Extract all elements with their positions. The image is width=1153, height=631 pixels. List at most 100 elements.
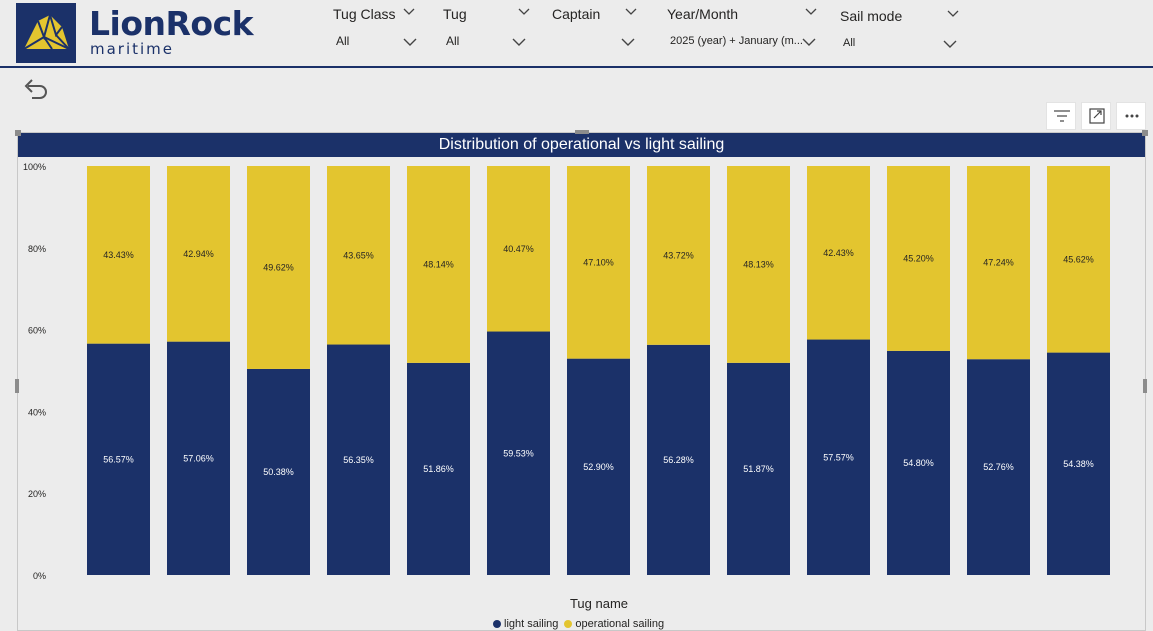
brand-subtitle: maritime xyxy=(90,40,175,58)
bar-light-sailing[interactable] xyxy=(247,368,310,575)
bar-operational-sailing[interactable] xyxy=(487,166,550,332)
slicer-title: Sail mode xyxy=(840,8,903,24)
bar-operational-sailing[interactable] xyxy=(807,166,870,340)
resize-handle[interactable] xyxy=(1143,379,1147,393)
resize-handle[interactable] xyxy=(1142,130,1148,136)
y-tick-label: 80% xyxy=(28,244,46,254)
chevron-down-icon[interactable] xyxy=(625,8,637,16)
slicer-sail-mode[interactable]: Sail mode All xyxy=(840,0,965,62)
bar-operational-sailing[interactable] xyxy=(87,166,150,344)
bar-light-sailing[interactable] xyxy=(327,344,390,575)
bar-light-sailing[interactable] xyxy=(1047,352,1110,575)
resize-handle[interactable] xyxy=(15,379,19,393)
bar-light-sailing[interactable] xyxy=(887,350,950,575)
data-label-light-sailing: 54.80% xyxy=(903,458,934,468)
back-button[interactable] xyxy=(20,74,50,104)
resize-handle[interactable] xyxy=(15,130,21,136)
data-label-operational-sailing: 43.43% xyxy=(103,250,134,260)
slicer-tug[interactable]: Tug All xyxy=(443,0,533,62)
data-label-light-sailing: 57.06% xyxy=(183,453,214,463)
slicer-title: Tug Class xyxy=(333,6,396,22)
more-dots-icon xyxy=(1125,114,1139,118)
bar-light-sailing[interactable] xyxy=(407,362,470,575)
data-label-operational-sailing: 45.20% xyxy=(903,253,934,263)
slicer-title: Tug xyxy=(443,6,467,22)
legend-dot-icon xyxy=(493,620,501,628)
undo-arrow-icon xyxy=(24,79,47,99)
data-label-light-sailing: 56.57% xyxy=(103,454,134,464)
bar-operational-sailing[interactable] xyxy=(167,166,230,342)
data-label-light-sailing: 57.57% xyxy=(823,452,854,462)
slicer-value: All xyxy=(336,34,350,48)
filter-button[interactable] xyxy=(1046,102,1076,130)
data-label-light-sailing: 51.86% xyxy=(423,464,454,474)
slicer-year-month[interactable]: Year/Month 2025 (year) + January (m... xyxy=(667,0,822,62)
y-tick-label: 100% xyxy=(23,162,46,172)
bar-operational-sailing[interactable] xyxy=(567,166,630,359)
legend-item-light-sailing[interactable]: light sailing xyxy=(493,618,558,630)
chart-legend: light sailing operational sailing xyxy=(493,618,664,630)
bar-light-sailing[interactable] xyxy=(807,339,870,575)
chevron-down-icon[interactable] xyxy=(403,8,415,16)
slicer-title: Year/Month xyxy=(667,6,739,22)
data-label-operational-sailing: 40.47% xyxy=(503,244,534,254)
legend-label: operational sailing xyxy=(575,618,665,630)
data-label-operational-sailing: 47.10% xyxy=(583,257,614,267)
bar-light-sailing[interactable] xyxy=(567,358,630,575)
bar-operational-sailing[interactable] xyxy=(727,166,790,363)
data-label-light-sailing: 52.90% xyxy=(583,462,614,472)
chevron-down-icon[interactable] xyxy=(512,38,526,46)
bar-operational-sailing[interactable] xyxy=(407,166,470,363)
data-label-operational-sailing: 42.43% xyxy=(823,248,854,258)
data-label-operational-sailing: 42.94% xyxy=(183,249,214,259)
bar-operational-sailing[interactable] xyxy=(967,166,1030,360)
y-tick-label: 0% xyxy=(33,571,46,581)
focus-mode-button[interactable] xyxy=(1081,102,1111,130)
data-label-light-sailing: 52.76% xyxy=(983,462,1014,472)
chevron-down-icon[interactable] xyxy=(947,10,959,18)
slicer-title: Captain xyxy=(552,6,601,22)
data-label-light-sailing: 54.38% xyxy=(1063,459,1094,469)
bar-operational-sailing[interactable] xyxy=(647,166,710,345)
slicer-value: All xyxy=(446,34,460,48)
legend-label: light sailing xyxy=(504,618,559,630)
slicer-value: All xyxy=(843,37,856,49)
more-options-button[interactable] xyxy=(1116,102,1146,130)
data-label-operational-sailing: 49.62% xyxy=(263,262,294,272)
data-label-operational-sailing: 45.62% xyxy=(1063,254,1094,264)
chevron-down-icon[interactable] xyxy=(518,8,530,16)
slicer-captain[interactable]: Captain xyxy=(552,0,642,62)
chevron-down-icon[interactable] xyxy=(802,38,816,46)
chevron-down-icon[interactable] xyxy=(621,38,635,46)
chevron-down-icon[interactable] xyxy=(943,40,957,48)
bar-light-sailing[interactable] xyxy=(87,343,150,575)
bar-operational-sailing[interactable] xyxy=(327,166,390,345)
data-label-operational-sailing: 48.13% xyxy=(743,259,774,269)
chevron-down-icon[interactable] xyxy=(403,38,417,46)
bar-operational-sailing[interactable] xyxy=(1047,166,1110,353)
bar-operational-sailing[interactable] xyxy=(887,166,950,351)
rock-logo-icon xyxy=(23,14,70,50)
bar-light-sailing[interactable] xyxy=(167,341,230,575)
bar-light-sailing[interactable] xyxy=(487,331,550,575)
filter-lines-icon xyxy=(1054,110,1070,122)
bar-light-sailing[interactable] xyxy=(967,359,1030,575)
chart-title: Distribution of operational vs light sai… xyxy=(18,133,1145,157)
bar-light-sailing[interactable] xyxy=(647,344,710,575)
bar-light-sailing[interactable] xyxy=(727,362,790,575)
data-label-light-sailing: 51.87% xyxy=(743,464,774,474)
data-label-light-sailing: 59.53% xyxy=(503,448,534,458)
lionrock-logo xyxy=(16,3,76,63)
x-axis-title: Tug name xyxy=(570,596,628,611)
legend-dot-icon xyxy=(564,620,573,628)
bar-operational-sailing[interactable] xyxy=(247,166,310,369)
slicer-tug-class[interactable]: Tug Class All xyxy=(333,0,423,62)
data-label-operational-sailing: 48.14% xyxy=(423,259,454,269)
y-tick-label: 40% xyxy=(28,407,46,417)
brand-name: LionRock xyxy=(89,4,254,43)
resize-handle[interactable] xyxy=(575,130,589,134)
legend-item-operational-sailing[interactable]: operational sailing xyxy=(564,618,664,630)
chevron-down-icon[interactable] xyxy=(805,8,817,16)
data-label-light-sailing: 50.38% xyxy=(263,467,294,477)
